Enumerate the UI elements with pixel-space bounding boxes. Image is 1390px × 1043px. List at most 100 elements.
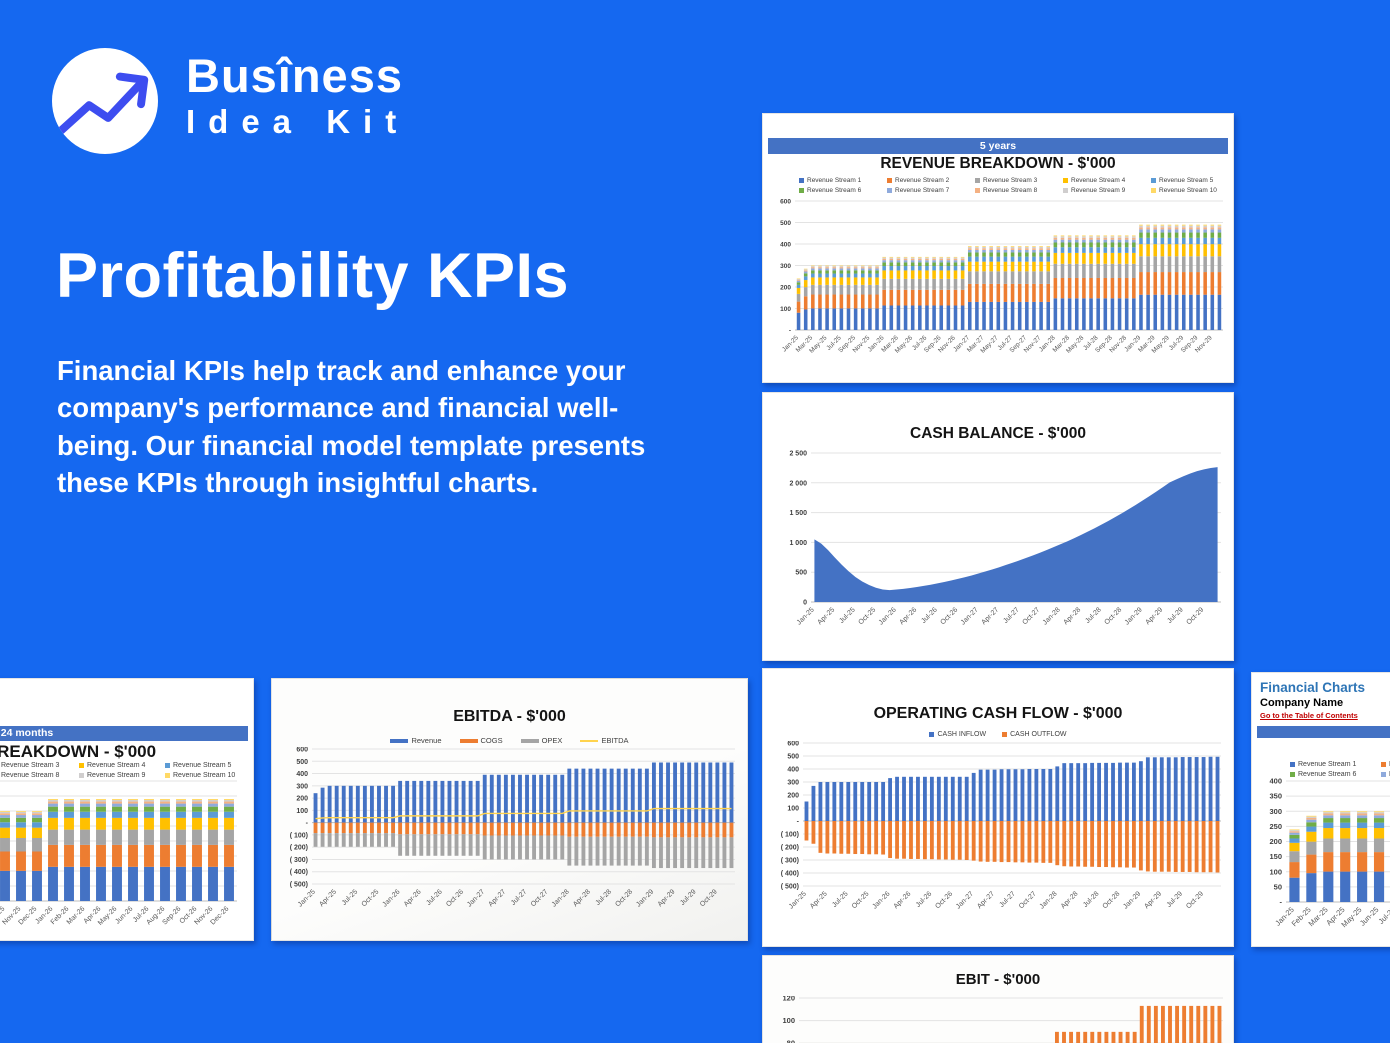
svg-text:250: 250 <box>1269 822 1282 831</box>
legend-item: Revenue Stream 2 <box>1381 761 1390 768</box>
svg-text:( 200): ( 200) <box>781 845 799 852</box>
chart-title: REVENUE BREAKDOWN - $'000 <box>0 742 157 761</box>
legend-swatch <box>1151 178 1156 183</box>
svg-text:Jul-25: Jul-25 <box>341 888 360 907</box>
svg-text:Oct-29: Oct-29 <box>699 888 719 908</box>
period-banner: 5 years <box>768 138 1228 154</box>
card-operating-cash-flow: OPERATING CASH FLOW - $'000 CASH INFLOW C… <box>762 668 1234 947</box>
legend-swatch <box>79 773 84 778</box>
svg-text:Dec-26: Dec-26 <box>209 905 230 926</box>
svg-text:600: 600 <box>780 199 791 206</box>
svg-text:( 400): ( 400) <box>781 871 799 878</box>
svg-text:Apr-25: Apr-25 <box>817 606 837 626</box>
svg-text:Jul-26: Jul-26 <box>920 606 939 625</box>
svg-text:100: 100 <box>780 306 791 313</box>
sheet-title: Financial Charts <box>1260 680 1366 695</box>
card-ebit: EBIT - $'000 12010080604020-( 20)Jan-25A… <box>762 955 1234 1043</box>
svg-text:Jul-27: Jul-27 <box>1002 606 1021 625</box>
chart-title: CASH BALANCE - $'000 <box>910 425 1086 442</box>
svg-text:Jan-25: Jan-25 <box>788 890 808 910</box>
legend-swatch <box>799 188 804 193</box>
svg-text:400: 400 <box>1269 777 1282 786</box>
svg-text:Oct-28: Oct-28 <box>1104 606 1124 626</box>
svg-text:Apr-25: Apr-25 <box>809 890 829 910</box>
svg-text:Jan-29: Jan-29 <box>1122 890 1142 910</box>
legend-item: Revenue Stream 6 <box>1290 771 1381 778</box>
svg-text:Jul-29: Jul-29 <box>1166 890 1185 909</box>
svg-text:Sep-26: Sep-26 <box>161 905 182 926</box>
card-cash-balance: CASH BALANCE - $'000 2 500 2 000 1 500 1 00… <box>762 392 1234 661</box>
legend-swatch <box>1063 178 1068 183</box>
svg-text:1 500: 1 500 <box>789 510 807 517</box>
period-banner <box>1257 726 1390 738</box>
svg-text:Jan-27: Jan-27 <box>960 606 980 626</box>
legend-item: Revenue Stream 6 <box>799 187 887 194</box>
svg-text:Apr-26: Apr-26 <box>899 606 919 626</box>
legend-item: Revenue Stream 1 <box>1290 761 1381 768</box>
legend-swatch <box>975 188 980 193</box>
card-ebitda: EBITDA - $'000 Revenue COGS OPEX EBITDA 600… <box>271 678 748 941</box>
svg-text:350: 350 <box>1269 792 1282 801</box>
legend-item: COGS <box>459 736 503 745</box>
legend-swatch <box>975 178 980 183</box>
svg-text:100: 100 <box>296 808 308 815</box>
svg-text:Oct-27: Oct-27 <box>1022 606 1042 626</box>
legend-item: Revenue Stream 8 <box>1 772 60 779</box>
svg-text:Apr-28: Apr-28 <box>572 888 592 908</box>
svg-text:Jul-26: Jul-26 <box>915 890 934 909</box>
cash-balance-chart: 2 500 2 000 1 500 1 000 500 0 Jan-25 Apr-25 Jul-… <box>765 449 1231 656</box>
svg-text:Jul-25: Jul-25 <box>838 606 857 625</box>
chart-title: EBIT - $'000 <box>955 971 1041 988</box>
svg-text:Jun-26: Jun-26 <box>114 905 134 925</box>
svg-text:Jul-26: Jul-26 <box>425 888 444 907</box>
legend-swatch <box>165 773 170 778</box>
svg-text:300: 300 <box>787 780 799 787</box>
svg-text:Jul-27: Jul-27 <box>510 888 529 907</box>
legend-item: Revenue Stream 5 <box>1151 177 1239 184</box>
period-banner: 24 months <box>0 726 248 741</box>
trend-arrow-icon <box>52 72 149 139</box>
legend-item: Revenue Stream 10 <box>165 772 251 779</box>
legend-item: Revenue Stream 3 <box>1 762 60 769</box>
legend-swatch <box>799 178 804 183</box>
legend-swatch <box>1063 188 1068 193</box>
chart-legend: Revenue COGS OPEX EBITDA <box>272 736 747 745</box>
svg-text:Jan-27: Jan-27 <box>466 888 486 908</box>
svg-text:-: - <box>797 819 800 826</box>
page-title: Profitability KPIs <box>56 241 570 311</box>
svg-text:Jan-29: Jan-29 <box>635 888 655 908</box>
svg-text:100: 100 <box>787 806 799 813</box>
svg-text:Jun-25: Jun-25 <box>1358 905 1381 928</box>
card-financial-charts: Financial Charts Company Name Go to the … <box>1251 672 1390 947</box>
revenue-breakdown-24m-chart: 40035030025020015010050-Jan-25Feb-25Mar-… <box>0 779 251 937</box>
svg-text:600: 600 <box>787 741 799 748</box>
svg-text:Mar-26: Mar-26 <box>66 905 87 926</box>
svg-text:Oct-28: Oct-28 <box>1102 890 1122 910</box>
svg-text:( 100): ( 100) <box>290 832 308 839</box>
brand-name-top: Busîness <box>186 49 403 102</box>
card-revenue-breakdown-5y: 5 years REVENUE BREAKDOWN - $'000 Revenu… <box>762 113 1234 383</box>
svg-text:-: - <box>789 328 791 335</box>
svg-text:Jan-26: Jan-26 <box>871 890 891 910</box>
svg-text:Oct-25: Oct-25 <box>851 890 871 910</box>
svg-text:Oct-29: Oct-29 <box>1186 606 1206 626</box>
legend-item: Revenue Stream 10 <box>1151 187 1239 194</box>
svg-text:Jan-29: Jan-29 <box>1124 606 1144 626</box>
legend-item: Revenue Stream 4 <box>1063 177 1151 184</box>
legend-item: Revenue Stream 9 <box>79 772 165 779</box>
svg-text:600: 600 <box>296 747 308 754</box>
svg-text:50: 50 <box>1274 882 1282 891</box>
svg-text:500: 500 <box>296 759 308 766</box>
svg-text:( 500): ( 500) <box>290 882 308 889</box>
legend-swatch <box>390 738 409 743</box>
table-of-contents-link[interactable]: Go to the Table of Contents <box>1260 711 1358 720</box>
svg-text:300: 300 <box>780 263 791 270</box>
legend-swatch <box>1290 762 1295 767</box>
svg-text:Dec-25: Dec-25 <box>17 905 38 926</box>
svg-text:Oct-26: Oct-26 <box>445 888 465 908</box>
svg-text:500: 500 <box>795 570 807 577</box>
svg-text:Jan-28: Jan-28 <box>1042 606 1062 626</box>
svg-text:( 300): ( 300) <box>781 858 799 865</box>
